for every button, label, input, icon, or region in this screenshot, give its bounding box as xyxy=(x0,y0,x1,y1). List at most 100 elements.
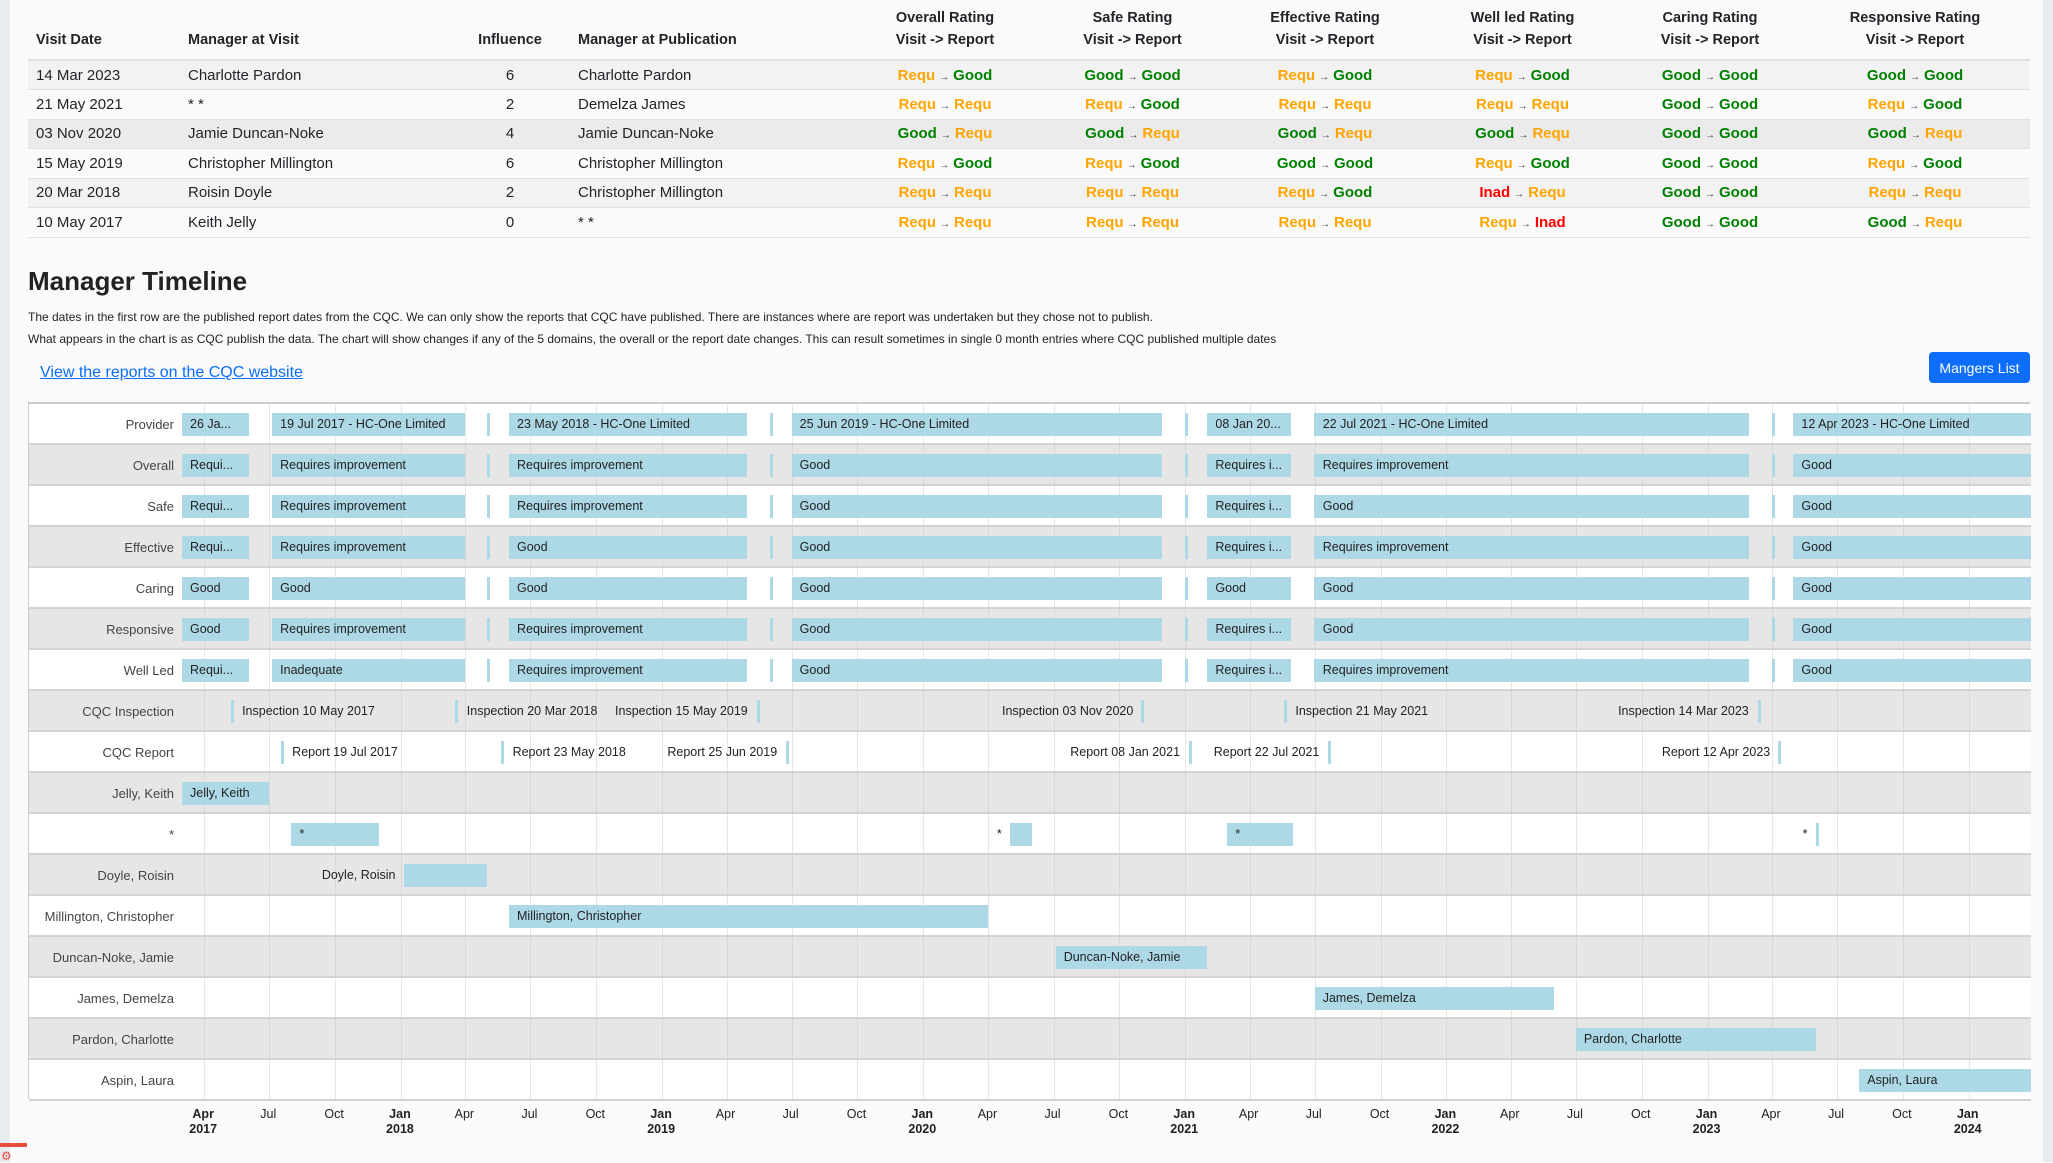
header-well-led[interactable]: Well led Rating Visit -> Report xyxy=(1425,0,1620,61)
marker-bar[interactable] xyxy=(1778,741,1782,764)
marker-bar[interactable] xyxy=(280,741,284,764)
rating-bar[interactable]: Good xyxy=(1793,454,2031,477)
rating-bar[interactable]: Good xyxy=(1793,618,2031,641)
marker-bar[interactable] xyxy=(1283,700,1287,723)
rating-bar[interactable] xyxy=(1185,536,1189,559)
rating-bar[interactable] xyxy=(770,536,774,559)
header-manager-at-publication[interactable]: Manager at Publication xyxy=(570,0,850,61)
rating-bar[interactable]: Good xyxy=(791,536,1163,559)
rating-bar[interactable]: 12 Apr 2023 - HC-One Limited xyxy=(1793,413,2031,436)
header-overall[interactable]: Overall Rating Visit -> Report xyxy=(850,0,1040,61)
managers-list-button[interactable]: Mangers List xyxy=(1929,352,2030,383)
header-safe[interactable]: Safe Rating Visit -> Report xyxy=(1040,0,1225,61)
manager-bar[interactable]: Aspin, Laura xyxy=(1859,1069,2031,1092)
rating-bar[interactable] xyxy=(1771,618,1775,641)
rating-bar[interactable]: Requires improvement xyxy=(272,495,465,518)
manager-bar[interactable]: * xyxy=(1227,823,1294,846)
rating-bar[interactable] xyxy=(1771,495,1775,518)
rating-bar[interactable]: Good xyxy=(1793,577,2031,600)
rating-bar[interactable]: Good xyxy=(791,659,1163,682)
rating-bar[interactable] xyxy=(770,577,774,600)
rating-bar[interactable] xyxy=(1771,413,1775,436)
rating-bar[interactable] xyxy=(1185,618,1189,641)
rating-bar[interactable]: Good xyxy=(791,618,1163,641)
rating-bar[interactable] xyxy=(1185,659,1189,682)
manager-bar[interactable]: Jelly, Keith xyxy=(182,782,270,805)
marker-bar[interactable] xyxy=(1141,700,1145,723)
marker-bar[interactable] xyxy=(455,700,459,723)
header-influence[interactable]: Influence xyxy=(450,0,570,61)
rating-bar[interactable]: Good xyxy=(791,577,1163,600)
rating-bar[interactable]: Requires i... xyxy=(1207,618,1292,641)
rating-bar[interactable]: Requires i... xyxy=(1207,454,1292,477)
rating-bar[interactable] xyxy=(770,618,774,641)
rating-bar[interactable]: Requires improvement xyxy=(509,495,748,518)
rating-bar[interactable]: 26 Ja... xyxy=(182,413,249,436)
rating-bar[interactable]: Requires improvement xyxy=(509,454,748,477)
rating-bar[interactable]: 08 Jan 20... xyxy=(1207,413,1292,436)
manager-bar[interactable]: Millington, Christopher xyxy=(509,905,989,928)
manager-bar[interactable] xyxy=(403,864,487,887)
rating-bar[interactable]: 22 Jul 2021 - HC-One Limited xyxy=(1314,413,1750,436)
header-responsive[interactable]: Responsive Rating Visit -> Report xyxy=(1800,0,2030,61)
rating-bar[interactable] xyxy=(1771,536,1775,559)
header-visit-date[interactable]: Visit Date xyxy=(28,0,180,61)
rating-bar[interactable]: Good xyxy=(1793,536,2031,559)
manager-bar[interactable] xyxy=(1009,823,1033,846)
scrollbar-track[interactable] xyxy=(2043,0,2053,1162)
rating-bar[interactable]: Requires improvement xyxy=(509,618,748,641)
rating-bar[interactable] xyxy=(1771,659,1775,682)
rating-bar[interactable]: Requires improvement xyxy=(509,659,748,682)
manager-bar[interactable]: Pardon, Charlotte xyxy=(1575,1028,1816,1051)
rating-bar[interactable] xyxy=(1771,454,1775,477)
header-caring[interactable]: Caring Rating Visit -> Report xyxy=(1620,0,1800,61)
manager-bar[interactable]: Duncan-Noke, Jamie xyxy=(1055,946,1208,969)
rating-bar[interactable] xyxy=(1185,454,1189,477)
marker-bar[interactable] xyxy=(785,741,789,764)
rating-bar[interactable] xyxy=(1771,577,1775,600)
rating-bar[interactable] xyxy=(486,536,490,559)
rating-bar[interactable] xyxy=(486,618,490,641)
rating-bar[interactable] xyxy=(770,454,774,477)
rating-bar[interactable]: Requi... xyxy=(182,495,249,518)
rating-bar[interactable] xyxy=(486,413,490,436)
manager-bar[interactable]: * xyxy=(291,823,379,846)
rating-bar[interactable] xyxy=(770,495,774,518)
rating-bar[interactable]: Requires improvement xyxy=(272,618,465,641)
rating-bar[interactable]: 23 May 2018 - HC-One Limited xyxy=(509,413,748,436)
marker-bar[interactable] xyxy=(1328,741,1332,764)
rating-bar[interactable]: 19 Jul 2017 - HC-One Limited xyxy=(272,413,465,436)
rating-bar[interactable]: Requires i... xyxy=(1207,495,1292,518)
cqc-website-link[interactable]: View the reports on the CQC website xyxy=(40,364,303,381)
marker-bar[interactable] xyxy=(230,700,234,723)
rating-bar[interactable] xyxy=(1185,495,1189,518)
marker-bar[interactable] xyxy=(1188,741,1192,764)
rating-bar[interactable] xyxy=(1185,413,1189,436)
rating-bar[interactable]: Requires improvement xyxy=(1314,659,1750,682)
rating-bar[interactable] xyxy=(486,454,490,477)
rating-bar[interactable]: Good xyxy=(791,454,1163,477)
rating-bar[interactable] xyxy=(1185,577,1189,600)
rating-bar[interactable] xyxy=(486,495,490,518)
rating-bar[interactable]: Good xyxy=(1793,495,2031,518)
rating-bar[interactable] xyxy=(486,659,490,682)
rating-bar[interactable]: Requires i... xyxy=(1207,659,1292,682)
rating-bar[interactable]: Good xyxy=(509,577,748,600)
rating-bar[interactable] xyxy=(770,659,774,682)
header-effective[interactable]: Effective Rating Visit -> Report xyxy=(1225,0,1425,61)
rating-bar[interactable]: Inadequate xyxy=(272,659,465,682)
rating-bar[interactable]: Good xyxy=(1314,495,1750,518)
rating-bar[interactable]: Requi... xyxy=(182,659,249,682)
marker-bar[interactable] xyxy=(501,741,505,764)
rating-bar[interactable] xyxy=(770,413,774,436)
rating-bar[interactable]: Requires improvement xyxy=(1314,454,1750,477)
rating-bar[interactable]: Good xyxy=(272,577,465,600)
rating-bar[interactable]: Good xyxy=(182,577,249,600)
header-manager-at-visit[interactable]: Manager at Visit xyxy=(180,0,450,61)
rating-bar[interactable]: Good xyxy=(1207,577,1292,600)
rating-bar[interactable]: Requires improvement xyxy=(272,536,465,559)
marker-bar[interactable] xyxy=(1757,700,1761,723)
rating-bar[interactable]: Good xyxy=(182,618,249,641)
debug-toolbar-icon[interactable]: ⚙ xyxy=(0,1143,27,1163)
rating-bar[interactable] xyxy=(486,577,490,600)
